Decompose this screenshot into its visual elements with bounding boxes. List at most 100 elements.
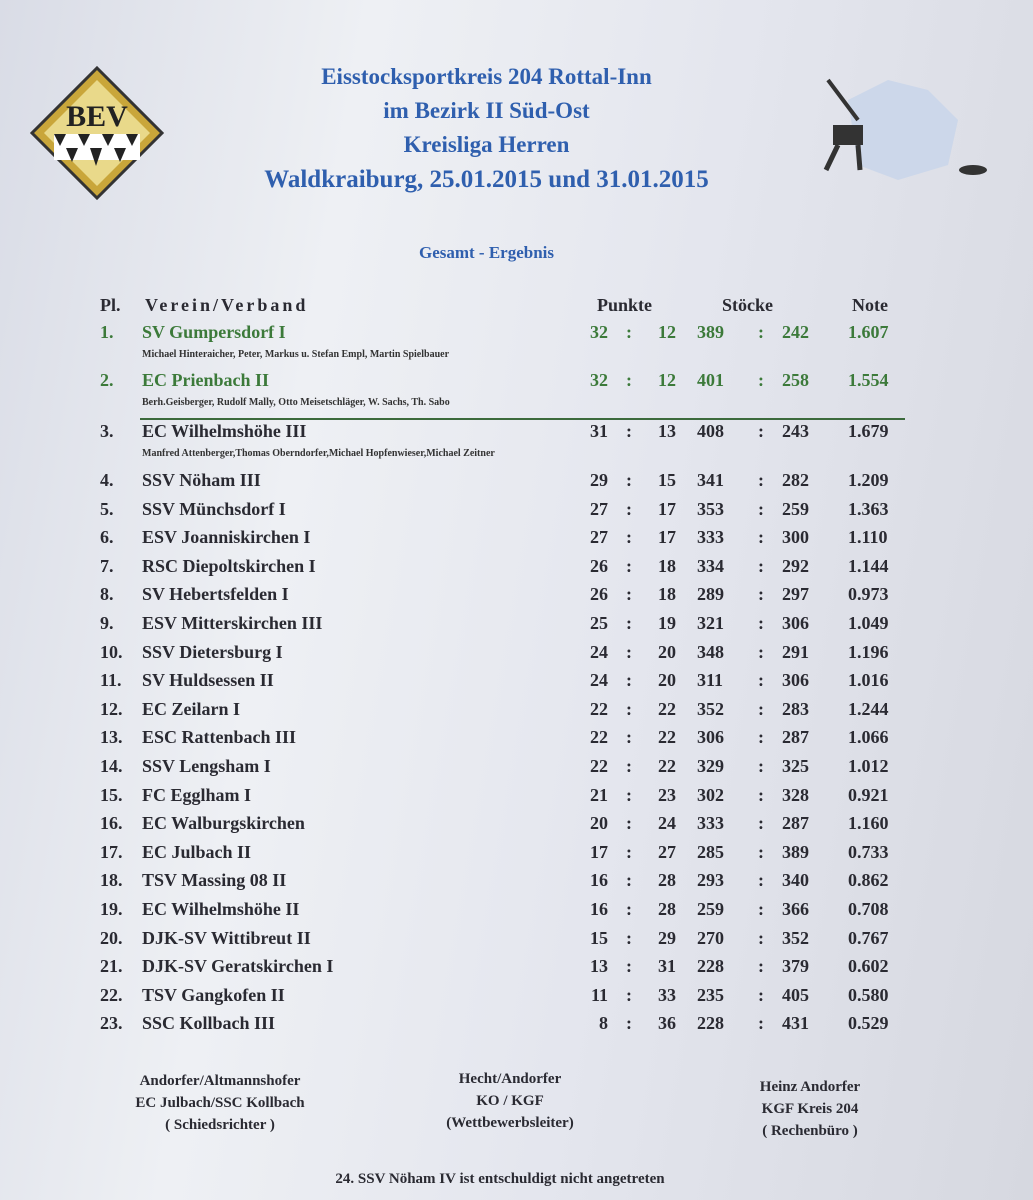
stocks-against: 366 [782,899,809,919]
separator: : [626,870,632,891]
points-won: 26 [590,555,608,576]
points-won: 25 [590,613,608,633]
separator: : [626,613,632,633]
points-won: 8 [599,1013,608,1034]
place: 2. [100,370,114,390]
place: 20. [100,927,123,948]
separator: : [758,555,764,576]
footer-text: ( Rechenbüro ) [762,1123,858,1139]
separator: : [626,498,632,519]
points-lost: 28 [658,870,676,891]
note-value: 0.733 [848,841,889,862]
table-row: 11. SV Huldsessen II 24:20 311:306 1.016 [0,670,1033,696]
separator: : [626,421,632,441]
points-lost: 31 [658,956,676,977]
separator: : [626,555,632,576]
note-value: 0.767 [848,927,889,948]
note-value: 1.363 [848,498,889,519]
separator: : [626,841,632,862]
footer-referee: Andorfer/Altmannshofer EC Julbach/SSC Kol… [90,1070,350,1136]
separator: : [626,322,632,342]
separator: : [626,527,632,548]
header-note: Note [852,295,888,315]
points-won: 22 [590,756,608,776]
points-lost: 20 [658,670,676,691]
separator: : [758,756,764,776]
place: 4. [100,470,114,490]
stocks-against: 379 [782,956,809,977]
header-club: Verein/Verband [145,295,309,315]
footer-computing-office: Heinz Andorfer KGF Kreis 204 ( Rechenbüro … [680,1076,940,1142]
note-value: 1.144 [848,555,889,576]
note-value: 1.016 [848,670,889,691]
footer-text: (Wettbewerbsleiter) [446,1115,574,1131]
stocks-against: 325 [782,756,809,776]
table-row: 12. EC Zeilarn I 22:22 352:283 1.244 [0,699,1033,725]
stocks-for: 302 [697,784,724,805]
club-name: EC Wilhelmshöhe III [142,421,307,441]
stocks-for: 259 [697,899,724,919]
table-row: 2. EC Prienbach II 32:12 401:258 1.554 [0,370,1033,396]
separator: : [626,784,632,805]
separator: : [758,670,764,691]
separator: : [758,813,764,834]
points-lost: 12 [658,370,676,390]
club-name: FC Egglham I [142,784,252,805]
club-name: ESV Mitterskirchen III [142,613,323,633]
note-value: 0.973 [848,584,889,605]
points-lost: 28 [658,899,676,919]
stocks-against: 287 [782,727,809,748]
table-row: 9. ESV Mitterskirchen III 25:19 321:306 1.04… [0,613,1033,639]
stocks-against: 306 [782,670,809,691]
note-value: 1.607 [848,322,889,342]
points-won: 24 [590,670,608,691]
note-value: 0.602 [848,956,889,977]
table-row: 22. TSV Gangkofen II 11:33 235:405 0.580 [0,985,1033,1011]
separator: : [626,984,632,1005]
club-name: SSV Münchsdorf I [142,498,286,519]
separator: : [626,956,632,977]
separator: : [626,727,632,748]
points-won: 29 [590,470,608,490]
points-won: 11 [590,984,608,1005]
points-lost: 33 [658,984,676,1005]
stocks-for: 333 [697,813,724,834]
bev-logo: BEV [29,65,165,201]
table-row: 21. DJK-SV Geratskirchen I 13:31 228:379 0.6… [0,956,1033,982]
points-won: 15 [590,927,608,948]
place: 7. [100,555,114,576]
points-won: 13 [590,956,608,977]
separator: : [758,421,764,441]
stocks-against: 291 [782,641,809,662]
stocks-for: 401 [697,370,724,390]
place: 6. [100,527,114,548]
separator: : [758,322,764,342]
footer-text: Andorfer/Altmannshofer [139,1073,301,1089]
separator: : [626,641,632,662]
club-name: SV Huldsessen II [142,670,274,691]
stocks-for: 408 [697,421,724,441]
club-name: SSV Lengsham I [142,756,271,776]
points-lost: 17 [658,527,676,548]
stocks-against: 297 [782,584,809,605]
club-name: SSC Kollbach III [142,1013,276,1034]
team-players: Manfred Attenberger,Thomas Oberndorfer,M… [142,448,495,459]
note-value: 0.529 [848,1013,889,1034]
note-value: 1.196 [848,641,889,662]
points-lost: 19 [658,613,676,633]
stocks-for: 321 [697,613,724,633]
separator: : [626,899,632,919]
points-lost: 15 [658,470,676,490]
table-row: 5. SSV Münchsdorf I 27:17 353:259 1.363 [0,499,1033,525]
table-row: 20. DJK-SV Wittibreut II 15:29 270:352 0.767 [0,928,1033,954]
table-row: 16. EC Walburgskirchen 20:24 333:287 1.160 [0,813,1033,839]
note-value: 1.160 [848,813,889,834]
note-value: 1.244 [848,698,889,719]
title-line-3: Kreisliga Herren [403,132,570,157]
note-value: 0.580 [848,984,889,1005]
place: 5. [100,498,114,519]
note-value: 0.708 [848,899,889,919]
points-lost: 24 [658,813,676,834]
separator: : [758,370,764,390]
stocks-for: 289 [697,584,724,605]
